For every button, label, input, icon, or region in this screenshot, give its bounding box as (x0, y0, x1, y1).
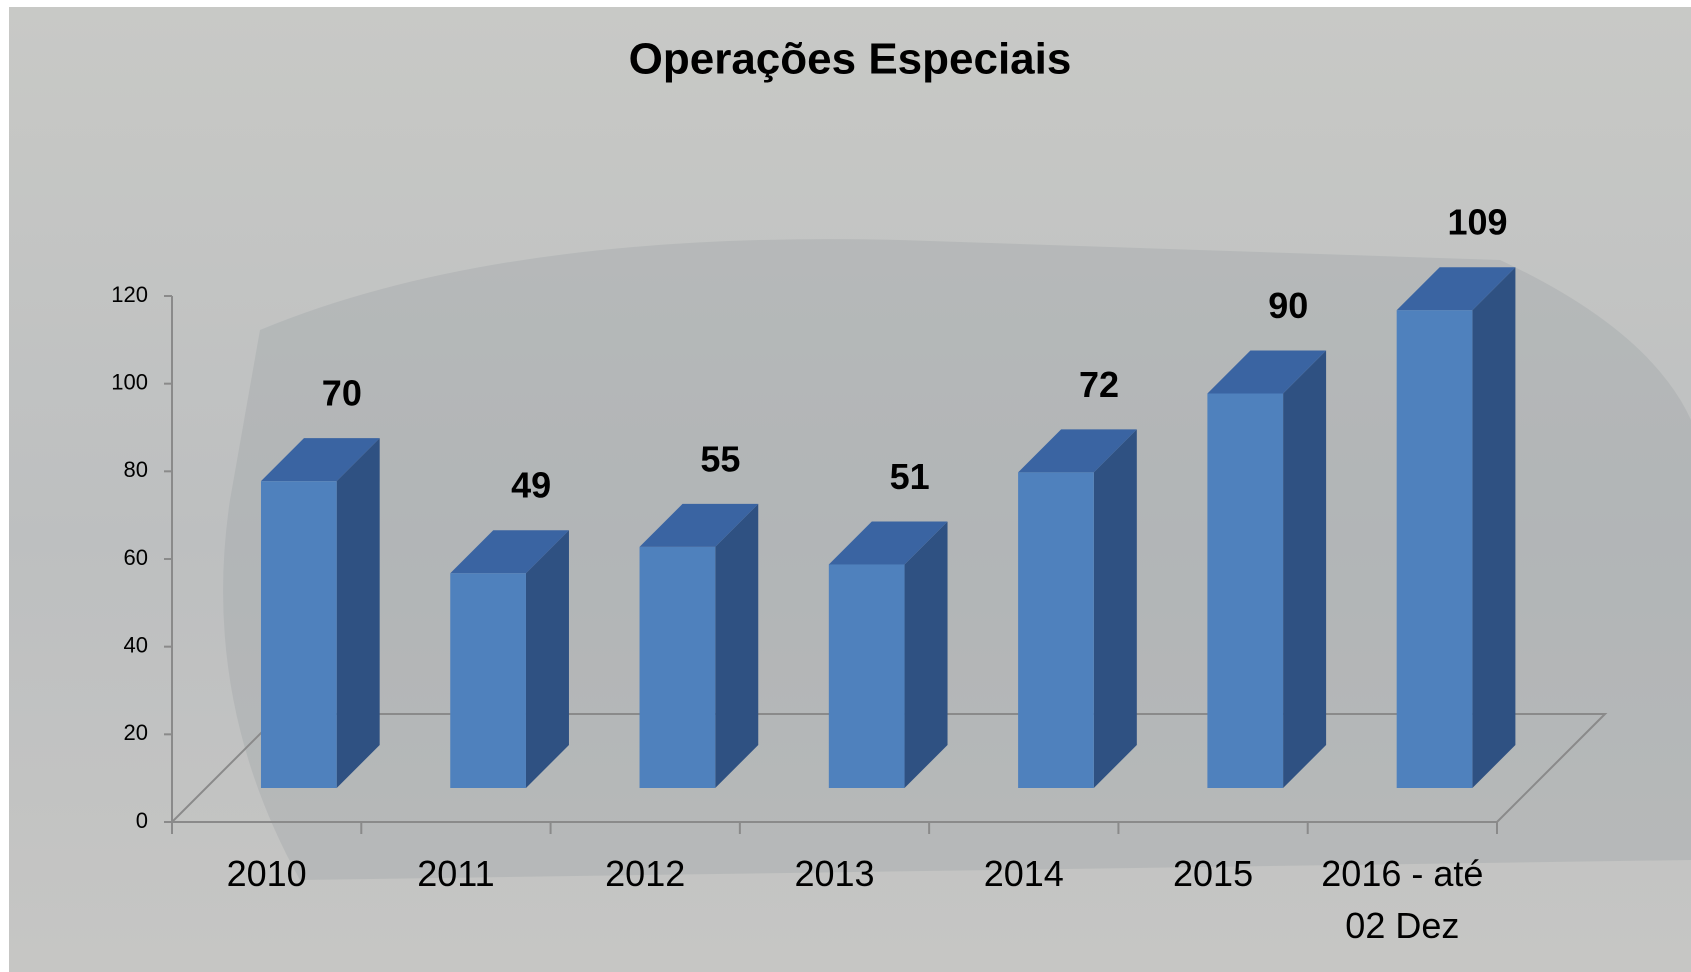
page: Operações Especiais 0 20 40 60 80 100 120 70 49 5… (0, 0, 1691, 972)
bar-side (1094, 429, 1137, 788)
bar-side (905, 521, 948, 788)
bar-side (526, 530, 569, 788)
chart: Operações Especiais 0 20 40 60 80 100 120 70 49 5… (0, 0, 1691, 972)
value-label: 51 (890, 456, 930, 497)
chart-title: Operações Especiais (629, 35, 1072, 84)
value-label: 70 (322, 373, 362, 414)
bar-side (715, 504, 758, 788)
value-label: 49 (511, 465, 551, 506)
value-label: 109 (1447, 202, 1507, 243)
bar (261, 481, 337, 788)
y-tick-label: 20 (124, 720, 148, 745)
bar (1207, 394, 1283, 789)
y-tick-label: 120 (111, 282, 148, 307)
x-tick-label: 2012 (551, 848, 740, 900)
bar (1018, 472, 1094, 788)
bar (1397, 310, 1473, 788)
y-tick-label: 0 (136, 808, 148, 833)
value-label: 72 (1079, 364, 1119, 405)
y-tick-label: 40 (124, 632, 148, 657)
bar (829, 564, 905, 788)
y-tick-label: 60 (124, 545, 148, 570)
bar-side (337, 438, 380, 788)
y-tick-label: 80 (124, 457, 148, 482)
x-tick-label: 2016 - até 02 Dez (1308, 848, 1497, 952)
x-tick-label: 2013 (740, 848, 929, 900)
bar (450, 573, 526, 788)
bar (640, 547, 716, 788)
x-tick-label: 2010 (172, 848, 361, 900)
x-tick-label: 2014 (929, 848, 1118, 900)
bar-side (1283, 351, 1326, 789)
y-tick-label: 100 (111, 369, 148, 394)
bar-side (1472, 267, 1515, 788)
x-tick-label: 2015 (1118, 848, 1307, 900)
value-label: 90 (1268, 285, 1308, 326)
x-tick-label: 2011 (361, 848, 550, 900)
value-label: 55 (700, 438, 740, 479)
